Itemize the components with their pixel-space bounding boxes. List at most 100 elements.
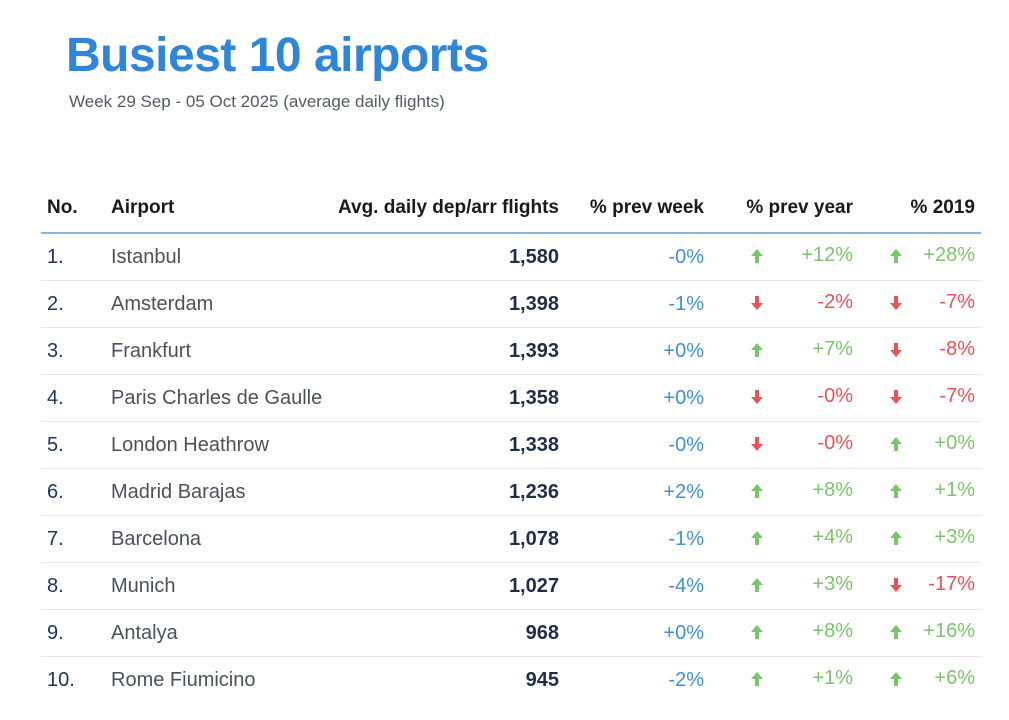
cell-y2019: +1% [853,468,981,516]
cell-prev-week: -4% [559,562,704,610]
change-value: +3% [934,526,975,549]
cell-prev-year: +1% [704,657,853,704]
arrow-up-icon [750,671,764,687]
cell-airport: London Heathrow [111,421,331,469]
cell-airport: Madrid Barajas [111,468,331,516]
table-row: 1. Istanbul 1,580 -0% +12% +28% [41,233,981,281]
cell-rank: 8. [41,562,111,610]
cell-flights: 1,338 [331,421,559,469]
change-indicator: +6% [853,667,975,690]
table-row: 3. Frankfurt 1,393 +0% +7% -8% [41,327,981,375]
cell-airport: Antalya [111,609,331,657]
change-value: -8% [939,338,975,361]
arrow-down-icon [750,436,764,452]
cell-rank: 7. [41,515,111,563]
change-value: +16% [923,620,975,643]
arrow-up-icon [750,624,764,640]
cell-airport: Frankfurt [111,327,331,375]
cell-prev-year: +7% [704,327,853,375]
table-row: 4. Paris Charles de Gaulle 1,358 +0% -0% -7% [41,374,981,422]
arrow-up-icon [750,483,764,499]
change-indicator: +8% [704,620,853,643]
cell-prev-week: +0% [559,374,704,422]
table-row: 2. Amsterdam 1,398 -1% -2% -7% [41,280,981,328]
cell-prev-week: +0% [559,609,704,657]
change-value: +1% [812,667,853,690]
cell-rank: 6. [41,468,111,516]
change-indicator: +8% [704,479,853,502]
arrow-down-icon [889,577,903,593]
arrow-up-icon [889,483,903,499]
cell-prev-week: -1% [559,280,704,328]
change-indicator: +7% [704,338,853,361]
change-value: +12% [801,244,853,267]
cell-airport: Munich [111,562,331,610]
table-row: 8. Munich 1,027 -4% +3% -17% [41,562,981,610]
cell-prev-week: -1% [559,515,704,563]
arrow-up-icon [750,248,764,264]
header-airport: Airport [111,184,331,234]
cell-airport: Paris Charles de Gaulle [111,374,331,422]
cell-flights: 1,393 [331,327,559,375]
cell-y2019: +3% [853,515,981,563]
change-indicator: -0% [704,385,853,408]
change-indicator: -7% [853,291,975,314]
cell-rank: 3. [41,327,111,375]
arrow-down-icon [889,342,903,358]
cell-prev-week: +2% [559,468,704,516]
cell-prev-week: -0% [559,233,704,281]
airports-table: No. Airport Avg. daily dep/arr flights %… [41,184,981,703]
cell-y2019: -17% [853,562,981,610]
arrow-up-icon [889,671,903,687]
arrow-up-icon [750,530,764,546]
change-value: +1% [934,479,975,502]
change-indicator: +12% [704,244,853,267]
arrow-down-icon [889,295,903,311]
cell-prev-year: +3% [704,562,853,610]
table-row: 9. Antalya 968 +0% +8% +16% [41,609,981,657]
cell-y2019: -7% [853,374,981,422]
cell-flights: 1,358 [331,374,559,422]
arrow-up-icon [889,248,903,264]
arrow-up-icon [889,530,903,546]
page-title: Busiest 10 airports [66,29,489,82]
cell-rank: 1. [41,233,111,281]
arrow-up-icon [750,577,764,593]
header-prev-year: % prev year [704,184,853,234]
change-value: +8% [812,620,853,643]
header-prev-week: % prev week [559,184,704,234]
cell-prev-year: -0% [704,421,853,469]
cell-flights: 1,580 [331,233,559,281]
change-value: +6% [934,667,975,690]
cell-airport: Rome Fiumicino [111,668,256,691]
change-value: -7% [939,385,975,408]
change-value: -17% [928,573,975,596]
cell-y2019: +0% [853,421,981,469]
cell-prev-year: +12% [704,233,853,281]
change-value: +28% [923,244,975,267]
arrow-down-icon [889,389,903,405]
cell-flights: 968 [331,609,559,657]
cell-rank: 9. [41,609,111,657]
table-row: 5. London Heathrow 1,338 -0% -0% +0% [41,421,981,469]
cell-y2019: -7% [853,280,981,328]
cell-rank: 5. [41,421,111,469]
arrow-down-icon [750,295,764,311]
arrow-down-icon [750,389,764,405]
cell-rank: 2. [41,280,111,328]
arrow-up-icon [750,342,764,358]
cell-rank: 10. [47,668,75,691]
change-value: +7% [812,338,853,361]
cell-flights: 1,236 [331,468,559,516]
change-value: -0% [817,432,853,455]
change-indicator: -8% [853,338,975,361]
change-indicator: +3% [704,573,853,596]
cell-prev-year: +4% [704,515,853,563]
cell-y2019: +28% [853,233,981,281]
arrow-up-icon [889,624,903,640]
arrow-up-icon [889,436,903,452]
change-value: -0% [817,385,853,408]
change-value: +3% [812,573,853,596]
cell-flights: 1,398 [331,280,559,328]
cell-airport: Istanbul [111,233,331,281]
